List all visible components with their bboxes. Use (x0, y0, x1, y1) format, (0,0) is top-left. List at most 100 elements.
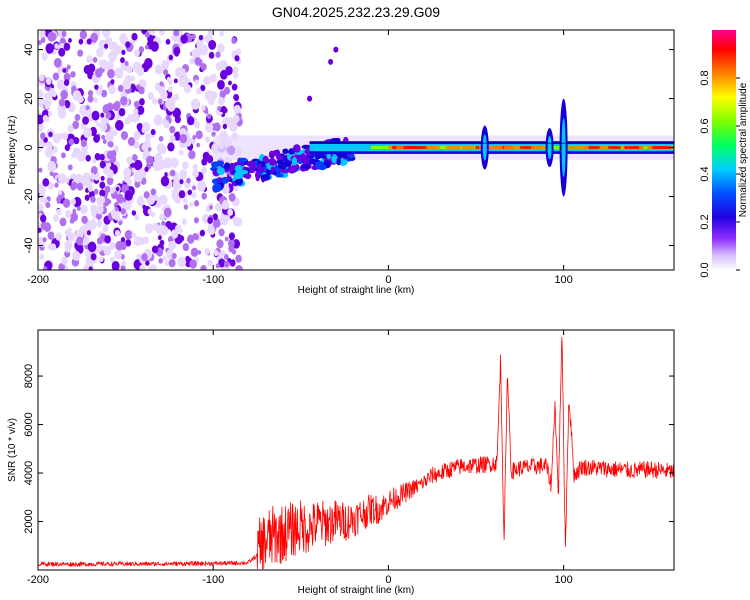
noise-blob (38, 40, 42, 46)
noise-blob (64, 144, 71, 151)
noise-blob (228, 192, 236, 202)
noise-blob (104, 235, 112, 244)
transition-blob (291, 157, 298, 166)
noise-blob (142, 236, 149, 244)
noise-blob (118, 197, 123, 204)
transition-blob (275, 173, 284, 178)
noise-blob (121, 49, 126, 56)
noise-blob (133, 159, 143, 171)
noise-blob (47, 231, 55, 240)
noise-blob (88, 266, 93, 270)
noise-blob (204, 136, 210, 143)
noise-blob (136, 122, 143, 131)
noise-blob (189, 202, 194, 208)
noise-blob (38, 183, 47, 195)
noise-blob (61, 30, 67, 37)
noise-blob (112, 129, 118, 137)
noise-blob (217, 43, 225, 53)
signal-peak (652, 146, 664, 149)
noise-blob (45, 201, 51, 209)
noise-blob (82, 116, 89, 125)
noise-blob (95, 204, 104, 215)
noise-blob (213, 122, 221, 132)
colorbar: 0.0 0.2 0.4 0.6 0.8 Normalized spectral ampl… (699, 30, 749, 278)
noise-blob (179, 179, 184, 185)
noise-blob (197, 180, 206, 192)
noise-blob (233, 104, 241, 114)
noise-blob (80, 139, 87, 147)
noise-blob (209, 205, 213, 210)
noise-blob (67, 164, 73, 171)
y-tick-label-snr: 6000 (23, 412, 35, 436)
noise-blob (190, 98, 200, 110)
noise-blob (168, 258, 176, 268)
noise-blob (169, 169, 176, 177)
noise-blob (232, 66, 239, 74)
noise-blob (94, 84, 99, 90)
noise-blob (83, 149, 88, 156)
noise-blob (105, 111, 112, 120)
transition-blob (211, 178, 220, 185)
noise-blob (38, 123, 44, 132)
noise-blob (168, 54, 174, 61)
noise-blob (142, 204, 147, 210)
noise-blob (165, 114, 171, 121)
noise-blob (208, 39, 217, 50)
transition-blob (211, 161, 219, 168)
snr-x-axis-label: Height of straight line (km) (298, 585, 415, 596)
noise-blob (182, 73, 188, 80)
noise-blob (173, 131, 182, 141)
noise-blob (74, 114, 81, 122)
noise-blob (168, 240, 176, 251)
noise-blob (161, 220, 166, 226)
noise-blob (185, 255, 190, 262)
signal-peak (407, 146, 423, 149)
noise-blob (43, 222, 52, 232)
noise-blob (222, 123, 228, 130)
noise-blob (199, 229, 206, 237)
noise-blob (42, 178, 50, 187)
noise-blob (150, 129, 156, 136)
noise-blob (227, 208, 234, 217)
noise-blob (235, 254, 242, 263)
noise-blob (166, 76, 172, 83)
noise-blob (109, 241, 116, 250)
spike-core (561, 118, 566, 177)
noise-blob (102, 245, 108, 252)
noise-blob (192, 185, 197, 191)
noise-blob (180, 34, 188, 44)
noise-blob (141, 253, 148, 262)
transition-blob (308, 158, 318, 165)
noise-blob (56, 208, 62, 216)
noise-blob (47, 31, 56, 42)
signal-peak (586, 146, 600, 149)
noise-blob (53, 57, 62, 68)
noise-blob (86, 38, 92, 45)
noise-blob (99, 160, 106, 169)
noise-blob (160, 225, 169, 236)
x-tick-label-snr: -200 (27, 574, 49, 586)
signal-peak (445, 146, 460, 149)
noise-blob (47, 181, 54, 190)
noise-blob (91, 110, 100, 121)
noise-blob (213, 250, 219, 257)
noise-blob (118, 220, 123, 226)
noise-blob (195, 130, 203, 140)
noise-blob (132, 61, 141, 73)
transition-blob (326, 153, 331, 160)
noise-blob (110, 79, 115, 85)
noise-blob (178, 149, 184, 156)
noise-blob (90, 253, 97, 261)
noise-blob (145, 133, 152, 141)
spectrogram-y-axis-label: Frequency (Hz) (7, 116, 18, 185)
transition-blob (301, 164, 311, 170)
noise-blob (167, 86, 173, 93)
noise-blob (164, 172, 169, 177)
signal-peak (396, 146, 404, 149)
noise-blob (96, 196, 104, 206)
noise-blob (42, 114, 49, 122)
noise-blob (67, 124, 74, 133)
noise-blob (57, 103, 67, 114)
noise-blob (145, 260, 150, 266)
